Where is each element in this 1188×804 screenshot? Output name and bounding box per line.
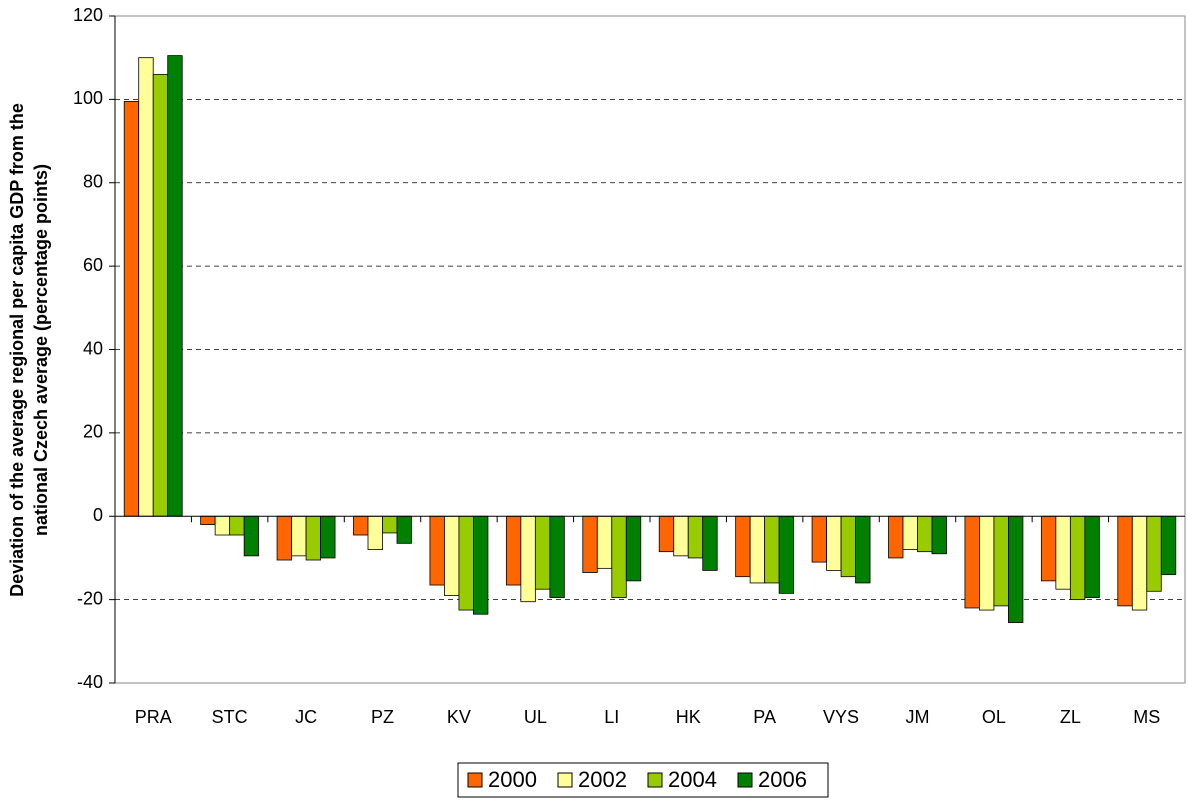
bar: [1040, 515, 1057, 582]
bar: [596, 515, 613, 569]
bar: [305, 515, 321, 561]
bar: [702, 515, 718, 571]
bar: [243, 515, 260, 557]
bar: [138, 57, 154, 517]
bar: [229, 515, 245, 536]
bar: [123, 101, 140, 517]
bar: [749, 515, 766, 584]
bar: [778, 515, 795, 594]
bar: [1008, 515, 1024, 623]
x-tick-label: JC: [295, 707, 317, 727]
bar: [152, 73, 169, 517]
bar: [1117, 515, 1133, 607]
bar: [444, 515, 460, 596]
y-axis-title: Deviation of the average regional per ca…: [7, 103, 51, 597]
bar: [582, 515, 598, 573]
x-tick-label: UL: [524, 707, 547, 727]
bar: [382, 515, 398, 534]
legend-swatch: [557, 772, 573, 788]
bar: [611, 515, 627, 598]
x-tick-label: MS: [1133, 707, 1160, 727]
bar: [1160, 515, 1177, 576]
legend-swatch: [467, 772, 483, 788]
y-tick-label: 120: [73, 5, 103, 25]
bar: [1146, 515, 1162, 592]
bar: [353, 515, 369, 536]
legend-swatch: [647, 772, 663, 788]
bar: [658, 515, 675, 553]
bar: [1069, 515, 1086, 601]
bar: [291, 515, 307, 557]
bar: [840, 515, 856, 578]
bar: [1131, 515, 1148, 611]
bar: [673, 515, 689, 557]
y-tick-label: 40: [83, 338, 103, 358]
bar: [549, 515, 565, 598]
bar: [917, 515, 933, 553]
x-tick-label: JM: [906, 707, 930, 727]
y-axis-title-line: national Czech average (percentage point…: [31, 164, 51, 536]
bar: [964, 515, 980, 609]
bar: [888, 515, 904, 559]
legend-label: 2006: [758, 767, 807, 792]
bar: [826, 515, 842, 571]
y-tick-label: -40: [77, 672, 103, 692]
x-tick-label: PRA: [135, 707, 172, 727]
bar: [214, 515, 231, 536]
x-tick-label: PA: [753, 707, 776, 727]
bar: [764, 515, 780, 584]
y-tick-label: 100: [73, 88, 103, 108]
bar: [473, 515, 489, 615]
x-tick-label: OL: [982, 707, 1006, 727]
bar: [200, 515, 216, 525]
y-axis-title-line: Deviation of the average regional per ca…: [7, 103, 27, 597]
legend-label: 2000: [488, 767, 537, 792]
bar: [458, 515, 474, 611]
bar: [902, 515, 918, 550]
x-tick-label: VYS: [823, 707, 859, 727]
bar: [1084, 515, 1100, 598]
bar: [855, 515, 871, 584]
bar: [687, 515, 704, 559]
bar: [367, 515, 383, 550]
bar: [429, 515, 445, 586]
x-tick-label: LI: [604, 707, 619, 727]
x-tick-label: ZL: [1060, 707, 1081, 727]
bar: [534, 515, 551, 590]
bar: [505, 515, 522, 586]
x-tick-label: HK: [676, 707, 701, 727]
y-tick-label: 0: [93, 505, 103, 525]
bar: [993, 515, 1009, 607]
y-tick-label: 60: [83, 255, 103, 275]
legend-label: 2002: [578, 767, 627, 792]
bar: [276, 515, 292, 561]
bar: [396, 515, 412, 544]
x-tick-label: KV: [447, 707, 471, 727]
legend-label: 2004: [668, 767, 717, 792]
y-tick-label: 80: [83, 172, 103, 192]
x-tick-label: PZ: [371, 707, 394, 727]
bar: [520, 515, 536, 603]
bar: [979, 515, 995, 611]
bar: [931, 515, 947, 555]
x-tick-label: STC: [212, 707, 248, 727]
bar: [625, 515, 642, 582]
y-tick-label: 20: [83, 422, 103, 442]
bar: [167, 55, 183, 517]
legend-swatch: [737, 772, 753, 788]
bar: [735, 515, 751, 578]
bar: [1055, 515, 1071, 590]
bar: [320, 515, 336, 559]
legend-box: [457, 762, 829, 798]
bar: [811, 515, 827, 563]
y-tick-label: -20: [77, 588, 103, 608]
